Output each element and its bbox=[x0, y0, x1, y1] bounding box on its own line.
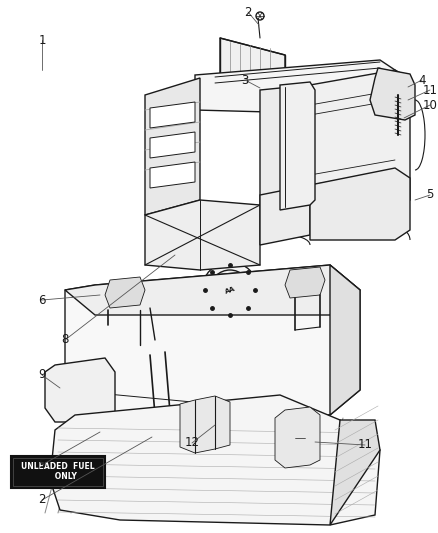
Text: UNLEADED  FUEL
      ONLY: UNLEADED FUEL ONLY bbox=[21, 462, 95, 481]
Polygon shape bbox=[150, 162, 194, 188]
Text: 8: 8 bbox=[61, 334, 68, 346]
Circle shape bbox=[209, 270, 249, 310]
Polygon shape bbox=[309, 168, 409, 240]
Text: 2: 2 bbox=[38, 494, 46, 506]
Polygon shape bbox=[259, 185, 309, 245]
Circle shape bbox=[154, 433, 162, 441]
Text: 10: 10 bbox=[422, 99, 436, 111]
Circle shape bbox=[294, 433, 304, 443]
Polygon shape bbox=[284, 267, 324, 298]
Text: AA: AA bbox=[223, 285, 236, 295]
Polygon shape bbox=[45, 358, 115, 422]
Text: 6: 6 bbox=[38, 294, 46, 306]
Polygon shape bbox=[274, 407, 319, 468]
Circle shape bbox=[386, 80, 396, 90]
Polygon shape bbox=[259, 85, 309, 205]
Text: 11: 11 bbox=[357, 439, 372, 451]
Polygon shape bbox=[329, 420, 379, 525]
Polygon shape bbox=[194, 60, 394, 115]
Polygon shape bbox=[309, 70, 409, 210]
Polygon shape bbox=[150, 102, 194, 128]
Polygon shape bbox=[150, 132, 194, 158]
Circle shape bbox=[300, 280, 308, 288]
Bar bbox=[13, 458, 103, 486]
Polygon shape bbox=[279, 82, 314, 210]
Circle shape bbox=[63, 373, 73, 383]
Polygon shape bbox=[219, 38, 284, 90]
Text: 1: 1 bbox=[38, 34, 46, 46]
Circle shape bbox=[297, 435, 302, 440]
Polygon shape bbox=[65, 265, 359, 415]
Circle shape bbox=[255, 12, 263, 20]
Polygon shape bbox=[65, 265, 359, 315]
Text: 4: 4 bbox=[417, 74, 425, 86]
Text: 5: 5 bbox=[38, 458, 46, 472]
Bar bbox=[11, 456, 105, 488]
Text: 3: 3 bbox=[241, 74, 248, 86]
Polygon shape bbox=[105, 277, 145, 308]
Polygon shape bbox=[180, 396, 230, 453]
Polygon shape bbox=[50, 395, 379, 525]
Text: 5: 5 bbox=[425, 189, 433, 201]
Text: 2: 2 bbox=[244, 5, 251, 19]
Circle shape bbox=[222, 282, 237, 298]
Circle shape bbox=[63, 403, 73, 413]
Circle shape bbox=[201, 262, 258, 318]
Text: 12: 12 bbox=[184, 437, 199, 449]
Circle shape bbox=[121, 290, 129, 298]
Circle shape bbox=[389, 83, 393, 87]
Polygon shape bbox=[329, 265, 359, 415]
Text: 11: 11 bbox=[421, 84, 437, 96]
Text: 9: 9 bbox=[38, 368, 46, 382]
Polygon shape bbox=[145, 78, 200, 215]
Polygon shape bbox=[369, 68, 414, 120]
Polygon shape bbox=[145, 200, 259, 270]
